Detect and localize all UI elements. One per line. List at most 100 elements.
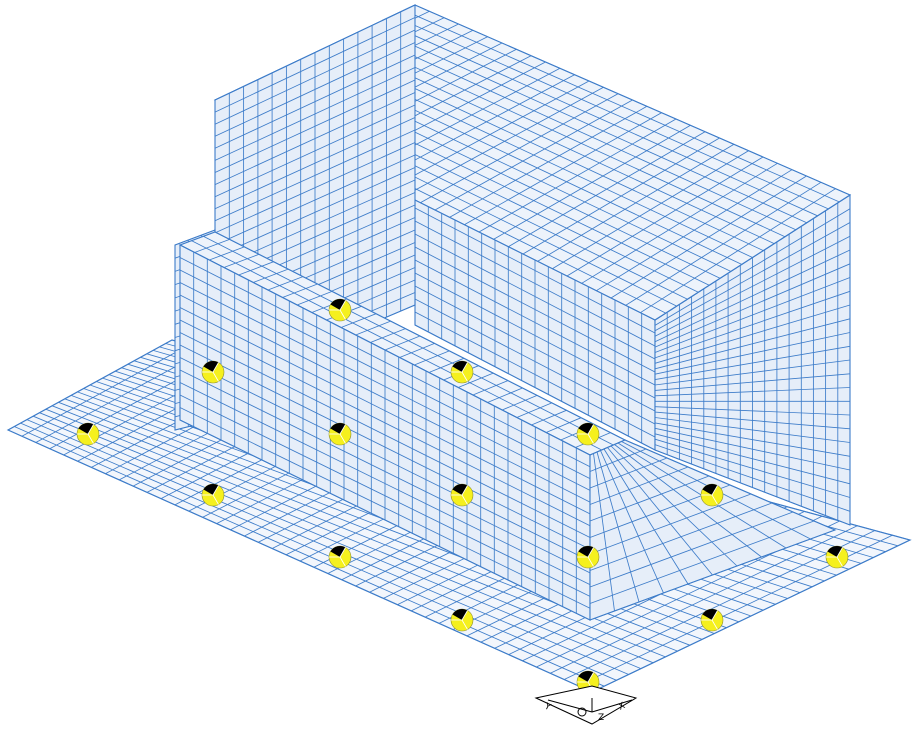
rear-block-front-face-line-v <box>414 259 656 386</box>
support-node-spoke <box>212 362 219 373</box>
rear-block-right-face-line-v <box>654 373 851 391</box>
support-node-spoke <box>461 494 468 505</box>
support-node-spoke <box>461 485 468 496</box>
front-wall-top-face-line-v <box>355 320 391 336</box>
front-wall-right-face-line-v <box>589 502 773 571</box>
front-wall-right-face-line-v <box>589 475 710 522</box>
front-wall-front-face-line-v <box>179 294 591 503</box>
rear-block-top-face-line-v <box>370 25 807 224</box>
support-node-wedge <box>452 361 468 372</box>
rear-block-right-face-line-v <box>654 249 851 343</box>
triad-origin <box>577 707 587 717</box>
support-node-icon[interactable] <box>328 542 352 569</box>
front-wall-top-face-line-v <box>487 387 523 403</box>
support-node-wedge <box>702 484 718 495</box>
front-wall-top-face-line-v <box>238 261 274 276</box>
front-wall-right-face-line-v <box>589 511 794 588</box>
support-node-icon[interactable] <box>201 357 225 384</box>
support-node-wedge <box>330 299 346 310</box>
front-wall-front-face-line-v <box>179 419 591 621</box>
support-node-spoke <box>339 433 346 444</box>
support-node-spoke <box>339 547 346 558</box>
rear-block-right-face-line-v <box>654 422 851 457</box>
rear-block-right-face-line-v <box>654 449 851 526</box>
support-node-icon[interactable] <box>700 605 724 632</box>
support-node-wedge <box>330 546 346 557</box>
rear-block-right-face-line-v <box>654 235 851 337</box>
front-wall-top-face-line-v <box>516 402 552 418</box>
rear-block-right-face-line-v <box>654 406 851 416</box>
support-node-wedge <box>330 423 346 434</box>
front-wall-front-face-line-v <box>179 244 591 456</box>
support-markers[interactable] <box>76 295 849 694</box>
support-node-spoke <box>711 610 718 621</box>
rear-block-top-face-line-v <box>348 36 786 238</box>
front-wall-right-face-line-v <box>589 448 647 472</box>
support-node-icon[interactable] <box>825 542 849 569</box>
slab-grid-line-v <box>14 426 605 687</box>
support-node-spoke <box>587 547 594 558</box>
front-wall-front-face-line-v <box>179 257 591 468</box>
support-node-spoke <box>212 494 219 505</box>
support-node-spoke <box>339 556 346 567</box>
support-node-icon[interactable] <box>450 357 474 384</box>
triad-base <box>534 685 638 725</box>
front-wall-front-face-line-v <box>179 407 591 609</box>
support-node-icon[interactable] <box>328 295 352 322</box>
support-node-icon[interactable] <box>328 419 352 446</box>
front-wall-top-face-line-v <box>428 357 465 373</box>
support-node-icon[interactable] <box>576 419 600 446</box>
support-node-spoke <box>461 362 468 373</box>
front-wall-front-face-line-v <box>179 357 591 562</box>
tall-column-front-face-line-v <box>214 129 416 222</box>
rear-block-front-face-line-v <box>414 285 656 412</box>
triad-y-axis <box>547 699 593 713</box>
tall-column-front-face-line-v <box>214 142 416 234</box>
triad-x-axis <box>591 699 633 713</box>
axis-label-x: X <box>617 701 627 713</box>
support-node-icon[interactable] <box>201 480 225 507</box>
tall-column-front-face-line-v <box>214 4 416 101</box>
front-wall[interactable] <box>178 231 837 621</box>
rear-block-right-face-line-v <box>654 304 851 364</box>
rear-block-top-face-line-v <box>403 9 840 203</box>
slab-outline <box>6 339 912 693</box>
support-node-icon[interactable] <box>576 542 600 569</box>
support-node-spoke <box>587 672 594 683</box>
support-node-icon[interactable] <box>700 480 724 507</box>
rear-block-top-face-line-v <box>381 20 818 217</box>
front-wall-top-face-line-v <box>370 328 406 343</box>
support-node-icon[interactable] <box>450 480 474 507</box>
axis-triad[interactable]: X Y Z <box>534 685 638 725</box>
slab-grid-line-v <box>39 412 654 664</box>
rear-block-right-face-line-v <box>654 444 851 512</box>
support-node-spoke <box>212 371 219 382</box>
front-wall-top-face-line-v <box>194 239 230 253</box>
support-node-spoke <box>461 610 468 621</box>
support-node-wedge <box>578 546 594 557</box>
rear-block-front-face-line-v <box>414 246 656 373</box>
support-node-icon[interactable] <box>76 419 100 446</box>
tall-column-front-face-line-v <box>214 79 416 173</box>
rear-block-right-face-line-v <box>654 345 851 381</box>
rear-block-right-face-line-v <box>654 359 851 386</box>
support-node-spoke <box>587 424 594 435</box>
support-node-spoke <box>87 433 94 444</box>
front-wall-top-face-line-v <box>384 335 421 351</box>
rear-block-right-face-line-v <box>654 318 851 370</box>
support-node-wedge <box>203 361 219 372</box>
tall-column-left-face-line-v <box>174 229 216 246</box>
rear-block-front-face-line-v <box>414 324 656 451</box>
rear-block-right-face-line-v <box>654 387 851 397</box>
support-node-wedge <box>78 423 94 434</box>
support-node-icon[interactable] <box>450 605 474 632</box>
front-wall-front-face-line-v <box>179 269 591 479</box>
front-wall-top-face-line-v <box>253 268 289 283</box>
rear-block-front-face-line-v <box>414 298 656 425</box>
front-wall-top-face-line-v <box>340 313 377 328</box>
tall-column-front-face-line-v <box>214 67 416 161</box>
tall-column-front-face-line-v <box>214 104 416 198</box>
front-wall-top-face-line-v <box>209 246 245 261</box>
